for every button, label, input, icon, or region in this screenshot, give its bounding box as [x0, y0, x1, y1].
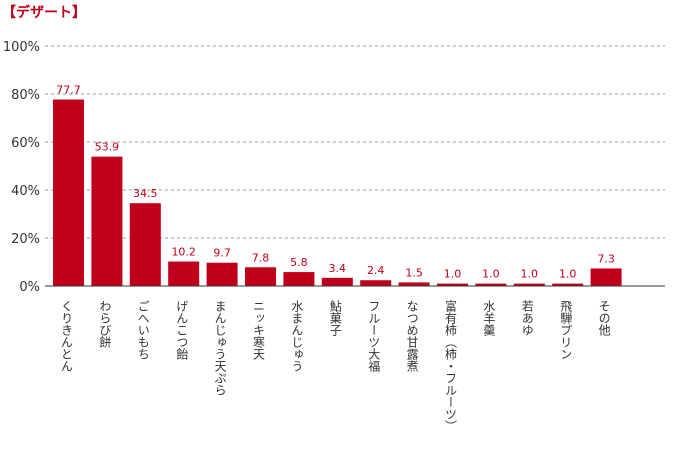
- value-label: 3.4: [329, 262, 347, 275]
- category-labels: くりきんとん わらび餅 ごへいもち げんこつ飴 まんじゅう天ぷら ニッキ寒天 水まんじゅう 鮎…: [60, 299, 612, 432]
- y-tick-label: 20%: [11, 232, 40, 247]
- bar: [590, 268, 622, 286]
- bar: [437, 283, 468, 286]
- bar: [168, 261, 200, 286]
- y-tick-label: 100%: [3, 40, 40, 55]
- value-label: 7.3: [597, 252, 615, 265]
- bar: [321, 277, 353, 286]
- category-label: 富有柿（柿・フルーツ）: [444, 299, 458, 432]
- value-label: 77.7: [56, 84, 81, 97]
- bar: [475, 283, 507, 286]
- category-label: フルーツ大福: [367, 300, 381, 372]
- bar: [552, 283, 584, 286]
- value-label: 1.5: [405, 266, 423, 279]
- category-label: 水羊羹: [482, 300, 496, 337]
- bar: [206, 262, 238, 286]
- y-tick-label: 40%: [11, 184, 40, 199]
- value-label: 10.2: [171, 246, 196, 259]
- value-label: 2.4: [367, 264, 385, 277]
- category-label: ごへいもち: [136, 300, 150, 360]
- y-tick-label: 0%: [19, 280, 40, 295]
- y-tick-label: 80%: [11, 88, 40, 103]
- bars: [53, 99, 622, 287]
- value-label: 1.0: [521, 268, 539, 281]
- value-label: 34.5: [133, 187, 158, 200]
- y-tick-label: 60%: [11, 136, 40, 151]
- category-label: 鮎菓子: [328, 300, 342, 336]
- category-label: わらび餅: [98, 300, 112, 348]
- value-labels: 77.7 53.9 34.5 10.2 9.7 7.8 5.8 3.4 2.4 1.5 1.0 1.0…: [56, 84, 615, 281]
- category-label: 飛騨プリン: [559, 300, 573, 360]
- value-label: 1.0: [444, 268, 462, 281]
- category-label: その他: [597, 300, 611, 336]
- bar: [513, 283, 545, 286]
- bar: [283, 272, 315, 286]
- category-label: くりきんとん: [60, 300, 74, 372]
- category-label: なつめ甘露煮: [405, 300, 419, 373]
- value-label: 53.9: [95, 141, 120, 154]
- value-label: 5.8: [290, 256, 308, 269]
- category-label: 水まんじゅう: [290, 300, 304, 372]
- bar: [91, 156, 123, 286]
- value-label: 7.8: [252, 251, 270, 264]
- bar: [360, 280, 392, 286]
- chart-title: 【デザート】: [2, 4, 86, 21]
- value-label: 1.0: [482, 268, 500, 281]
- category-label: ニッキ寒天: [252, 300, 266, 360]
- bar: [245, 267, 276, 286]
- category-label: げんこつ飴: [175, 300, 189, 360]
- value-label: 1.0: [559, 268, 577, 281]
- category-label: まんじゅう天ぷら: [213, 300, 227, 396]
- y-axis: 100% 80% 60% 40% 20% 0%: [3, 40, 40, 295]
- value-label: 9.7: [213, 247, 231, 260]
- gridlines: [45, 45, 665, 239]
- bar: [398, 282, 430, 286]
- category-label: 若あゆ: [520, 300, 534, 336]
- bar: [129, 203, 161, 286]
- bar: [53, 99, 84, 287]
